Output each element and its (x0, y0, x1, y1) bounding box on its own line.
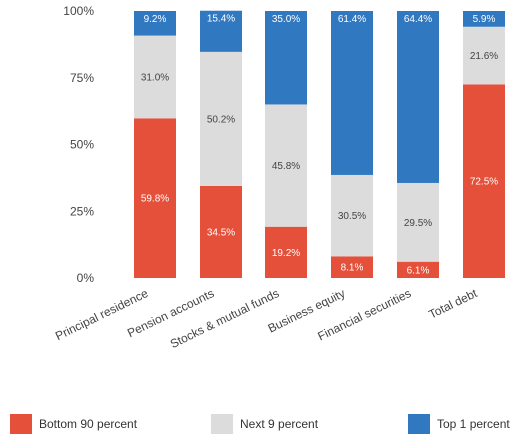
x-tick-label: Stocks & mutual funds (168, 286, 281, 351)
y-axis: 0% 25% 50% 75% 100% (63, 4, 94, 285)
bar-segment (134, 11, 176, 36)
legend-swatch-bottom-90 (10, 414, 32, 434)
y-tick-label: 50% (70, 138, 94, 152)
data-label: 29.5% (404, 218, 432, 229)
bar-segment (331, 256, 373, 278)
legend: Bottom 90 percent Next 9 percent Top 1 p… (0, 414, 528, 440)
data-label: 15.4% (207, 14, 235, 25)
bar-stack: 59.8% 31.0% 9.2% (134, 11, 176, 278)
bar-segment (265, 104, 307, 227)
data-label: 21.6% (470, 51, 498, 62)
bar-segment (397, 261, 439, 278)
data-label: 19.2% (272, 248, 300, 259)
y-tick-label: 25% (70, 204, 94, 218)
bar-segment (331, 174, 373, 257)
legend-swatch-top-1 (408, 414, 430, 434)
bar-segment (397, 182, 439, 262)
bar-stack: 72.5% 21.6% 5.9% (463, 11, 505, 278)
legend-label-next-9: Next 9 percent (240, 417, 319, 431)
legend-label-bottom-90: Bottom 90 percent (39, 417, 138, 431)
y-tick-label: 75% (70, 71, 94, 85)
data-label: 30.5% (338, 211, 366, 222)
bar-stack: 8.1% 30.5% 61.4% (331, 11, 373, 278)
data-label: 61.4% (338, 14, 366, 25)
bar-segment (463, 84, 505, 278)
legend-label-top-1: Top 1 percent (437, 417, 510, 431)
bar-segment (134, 35, 176, 119)
y-tick-label: 100% (63, 4, 94, 18)
data-label: 34.5% (207, 227, 235, 238)
data-label: 72.5% (470, 177, 498, 188)
data-label: 59.8% (141, 194, 169, 205)
bar-segment (331, 11, 373, 175)
data-label: 9.2% (144, 14, 167, 25)
data-label: 64.4% (404, 14, 432, 25)
data-label: 6.1% (407, 265, 430, 276)
bar-segment (265, 226, 307, 278)
bar-stack: 34.5% 50.2% 15.4% (200, 10, 242, 278)
legend-swatch-next-9 (211, 414, 233, 434)
bar-segment (265, 11, 307, 105)
data-label: 35.0% (272, 14, 300, 25)
data-label: 8.1% (341, 263, 364, 274)
stacked-bar-chart: 0% 25% 50% 75% 100% 59.8% 31.0% 9.2% 34.5% 50.2%… (53, 4, 505, 351)
bar-stack: 19.2% 45.8% 35.0% (265, 11, 307, 278)
bar-segment (134, 118, 176, 278)
legend-item-next-9: Next 9 percent (211, 414, 318, 434)
legend-item-bottom-90: Bottom 90 percent (10, 414, 137, 434)
bars: 59.8% 31.0% 9.2% 34.5% 50.2% 15.4% 19.2% 45.8% 3… (134, 10, 505, 278)
bar-segment (200, 51, 242, 186)
x-tick-label: Total debt (426, 286, 480, 322)
data-label: 45.8% (272, 161, 300, 172)
bar-segment (200, 10, 242, 52)
bar-stack: 6.1% 29.5% 64.4% (397, 11, 439, 278)
data-label: 31.0% (141, 72, 169, 83)
bar-segment (463, 11, 505, 27)
bar-segment (200, 185, 242, 278)
bar-segment (463, 26, 505, 85)
legend-item-top-1: Top 1 percent (408, 414, 510, 434)
data-label: 50.2% (207, 114, 235, 125)
data-label: 5.9% (473, 14, 496, 25)
y-tick-label: 0% (77, 271, 95, 285)
bar-segment (397, 11, 439, 183)
